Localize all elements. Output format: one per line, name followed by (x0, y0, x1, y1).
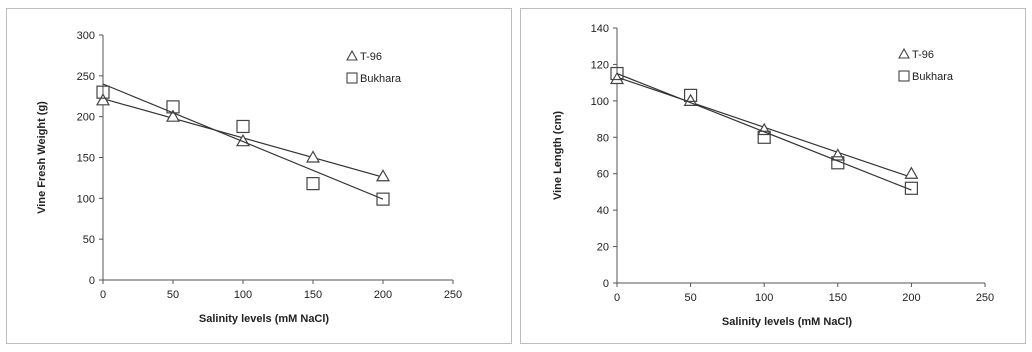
legend-label-bukhara: Bukhara (360, 73, 402, 85)
x-axis-title: Salinity levels (mM NaCl) (199, 313, 330, 325)
y-axis-title: Vine Fresh Weight (g) (36, 101, 48, 214)
x-tick-label: 100 (755, 292, 773, 304)
y-tick-label: 80 (597, 132, 609, 144)
legend-label-bukhara: Bukhara (912, 71, 954, 83)
y-tick-label: 50 (83, 234, 95, 246)
x-tick-label: 100 (234, 289, 252, 301)
legend-marker-square (346, 72, 358, 84)
y-tick-label: 150 (77, 153, 95, 165)
y-tick-label: 0 (89, 275, 95, 287)
vine-length-chart: 0 20 40 60 80 100 120 140 0 50 100 150 200 250 Salinit… (552, 23, 994, 328)
x-tick-label: 250 (976, 292, 994, 304)
data-point-t96 (165, 109, 181, 122)
data-point-bukhara (831, 156, 845, 170)
y-tick-label: 0 (603, 278, 609, 290)
y-tick-label: 20 (597, 242, 609, 254)
data-point-bukhara (376, 192, 390, 206)
x-tick-label: 200 (374, 289, 392, 301)
data-point-bukhara (166, 100, 180, 114)
data-point-t96 (683, 93, 698, 106)
y-tick-label: 100 (591, 96, 609, 108)
data-point-t96 (904, 166, 919, 179)
data-point-bukhara (904, 181, 918, 195)
data-point-bukhara (684, 88, 698, 102)
x-tick-label: 250 (444, 289, 462, 301)
x-tick-label: 50 (684, 292, 696, 304)
x-axis-title: Salinity levels (mM NaCl) (722, 316, 853, 328)
data-point-bukhara (306, 177, 320, 191)
y-tick-label: 40 (597, 205, 609, 217)
data-point-t96 (305, 150, 321, 163)
fresh-weight-chart: 0 50 100 150 200 250 300 0 50 100 150 200 250 Salinit… (36, 30, 462, 325)
y-axis-title: Vine Length (cm) (552, 111, 564, 200)
data-point-t96 (375, 169, 391, 182)
x-tick-label: 200 (902, 292, 920, 304)
x-tick-label: 150 (829, 292, 847, 304)
data-point-bukhara (757, 130, 771, 144)
legend-marker-square (898, 70, 910, 82)
x-tick-label: 0 (100, 289, 106, 301)
data-point-bukhara (96, 85, 110, 99)
y-tick-label: 250 (77, 71, 95, 83)
legend-marker-triangle (346, 49, 358, 61)
x-tick-label: 50 (167, 289, 179, 301)
y-tick-label: 120 (591, 59, 609, 71)
y-tick-label: 60 (597, 169, 609, 181)
y-tick-label: 140 (591, 23, 609, 35)
legend-marker-triangle (898, 47, 910, 59)
x-tick-label: 150 (304, 289, 322, 301)
data-point-bukhara (610, 66, 624, 81)
chart-panel-fresh-weight: 0 50 100 150 200 250 300 0 50 100 150 200 250 Salinit… (6, 8, 512, 344)
y-tick-label: 100 (77, 193, 95, 205)
y-tick-label: 200 (77, 112, 95, 124)
trendline-bukhara (102, 83, 384, 200)
chart-panel-vine-length: 0 20 40 60 80 100 120 140 0 50 100 150 200 250 Salinit… (520, 8, 1026, 344)
legend-label-t-96: T-96 (360, 51, 382, 63)
y-tick-label: 300 (77, 30, 95, 42)
data-point-t96 (609, 71, 625, 85)
legend-label-t-96: T-96 (912, 49, 934, 61)
x-tick-label: 0 (614, 292, 620, 304)
data-point-t96 (95, 93, 111, 106)
data-point-bukhara (236, 119, 250, 134)
